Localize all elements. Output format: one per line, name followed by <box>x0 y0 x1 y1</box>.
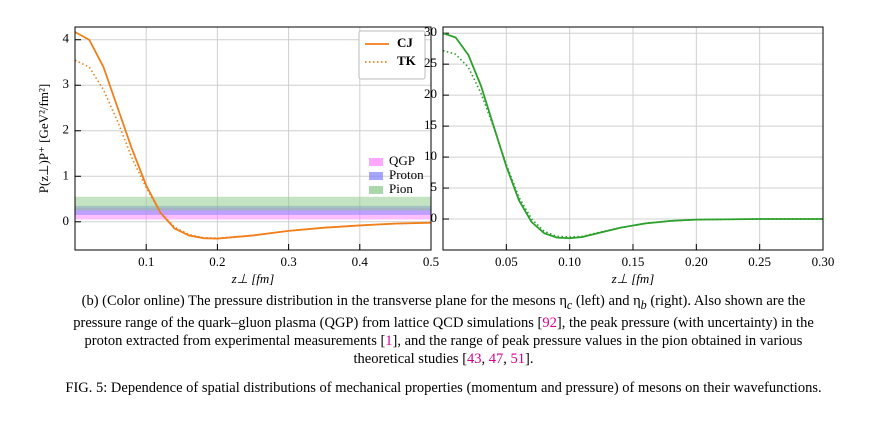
band <box>75 196 431 211</box>
plot-frame <box>442 26 824 251</box>
citation: 43 <box>467 350 482 367</box>
y-tick-label: 0 <box>63 213 70 228</box>
citation: 51 <box>510 350 526 367</box>
legend-label: Pion <box>389 181 413 196</box>
y-tick-label: 30 <box>424 24 437 39</box>
y-tick-label: 25 <box>424 55 437 70</box>
citation: 1 <box>385 332 393 349</box>
x-tick-label: 0.30 <box>812 254 835 269</box>
subcaption: (b) (Color online) The pressure distribu… <box>60 292 827 368</box>
caption-text: , <box>503 350 511 367</box>
x-tick-label: 0.4 <box>352 254 369 269</box>
x-tick-label: 0.2 <box>209 254 225 269</box>
caption-text: ], and the range of peak pressure values… <box>353 332 803 367</box>
y-tick-label: 10 <box>424 148 437 163</box>
legend-label: QGP <box>389 153 415 168</box>
y-tick-label: 2 <box>63 122 70 137</box>
x-tick-label: 0.10 <box>558 254 581 269</box>
x-axis-label: z⊥ [fm] <box>231 271 275 286</box>
y-tick-label: 15 <box>424 117 437 132</box>
line-series <box>75 31 431 240</box>
legend-label: CJ <box>397 35 413 50</box>
caption-text: , <box>481 350 489 367</box>
legend-swatch <box>369 158 383 166</box>
legend-swatch <box>369 186 383 194</box>
citation: 47 <box>488 350 504 367</box>
legend-label: TK <box>397 53 417 68</box>
caption-text: (b) (Color online) The pressure distribu… <box>81 293 567 309</box>
line-series <box>443 32 823 240</box>
y-tick-label: 1 <box>63 167 70 182</box>
x-axis-label: z⊥ [fm] <box>611 271 655 286</box>
legend-swatch <box>369 172 383 180</box>
plot-frame <box>74 26 432 251</box>
x-tick-label: 0.05 <box>495 254 518 269</box>
x-tick-label: 0.15 <box>622 254 645 269</box>
citation: 92 <box>542 314 557 331</box>
legend-label: Proton <box>389 167 424 182</box>
y-axis-label: P(z⊥)P⁺ [GeV²/fm²] <box>36 84 51 193</box>
line-series <box>443 49 823 238</box>
caption-text: ], the peak pressure (with uncertainty) … <box>84 314 814 349</box>
caption-text: (left) and η <box>572 293 641 309</box>
x-tick-label: 0.5 <box>423 254 439 269</box>
y-tick-label: 3 <box>63 76 70 91</box>
x-tick-label: 0.1 <box>138 254 154 269</box>
x-tick-label: 0.3 <box>280 254 296 269</box>
caption-text: ]. <box>525 350 534 367</box>
subscript: c <box>566 297 573 312</box>
figure: 0.1 0.2 0.3 0.4 0.5 0 1 2 3 4 z⊥ [fm] P(z⊥)P⁺ [GeV²… <box>36 24 835 286</box>
legend-box <box>358 30 426 80</box>
y-tick-label: 4 <box>63 31 70 46</box>
y-tick-label: 20 <box>424 86 437 101</box>
subscript: b <box>640 297 647 312</box>
x-tick-label: 0.25 <box>748 254 771 269</box>
x-tick-label: 0.20 <box>685 254 708 269</box>
caption-text: (right). Also shown are the pressure ran… <box>73 293 806 331</box>
y-tick-label: 0 <box>431 210 438 225</box>
figure-caption: FIG. 5: Dependence of spatial distributi… <box>65 380 822 396</box>
y-tick-label: 5 <box>431 179 438 194</box>
